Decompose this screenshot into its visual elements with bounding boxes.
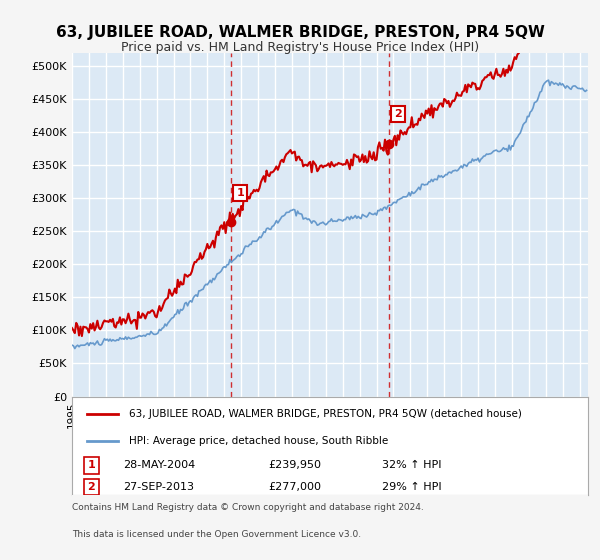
Text: 63, JUBILEE ROAD, WALMER BRIDGE, PRESTON, PR4 5QW (detached house): 63, JUBILEE ROAD, WALMER BRIDGE, PRESTON… [129, 409, 521, 419]
Text: 28-MAY-2004: 28-MAY-2004 [124, 460, 196, 470]
Text: £239,950: £239,950 [268, 460, 321, 470]
Text: 2: 2 [88, 482, 95, 492]
Text: 1: 1 [88, 460, 95, 470]
Text: This data is licensed under the Open Government Licence v3.0.: This data is licensed under the Open Gov… [72, 530, 361, 539]
Text: 29% ↑ HPI: 29% ↑ HPI [382, 482, 441, 492]
Text: 32% ↑ HPI: 32% ↑ HPI [382, 460, 441, 470]
Text: Contains HM Land Registry data © Crown copyright and database right 2024.: Contains HM Land Registry data © Crown c… [72, 503, 424, 512]
Text: 2: 2 [394, 109, 402, 119]
Text: HPI: Average price, detached house, South Ribble: HPI: Average price, detached house, Sout… [129, 436, 388, 446]
Text: Price paid vs. HM Land Registry's House Price Index (HPI): Price paid vs. HM Land Registry's House … [121, 41, 479, 54]
Text: 27-SEP-2013: 27-SEP-2013 [124, 482, 194, 492]
Text: 1: 1 [236, 188, 244, 198]
Text: 63, JUBILEE ROAD, WALMER BRIDGE, PRESTON, PR4 5QW: 63, JUBILEE ROAD, WALMER BRIDGE, PRESTON… [56, 25, 544, 40]
Text: £277,000: £277,000 [268, 482, 321, 492]
